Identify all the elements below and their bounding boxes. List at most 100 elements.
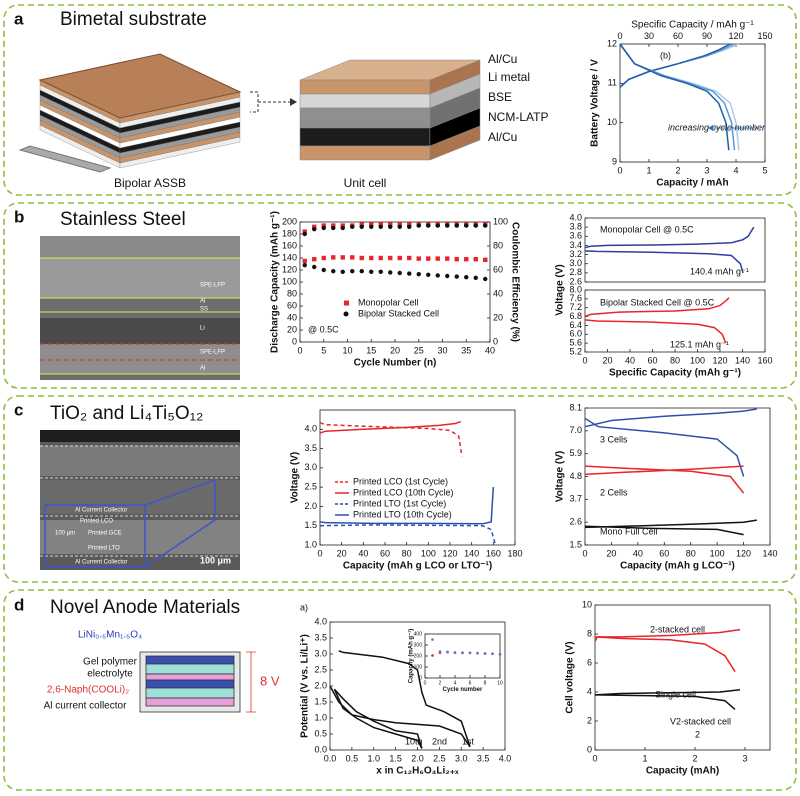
top-tick-label: 30 bbox=[644, 31, 654, 41]
data-point bbox=[435, 256, 440, 261]
data-point bbox=[464, 223, 469, 228]
layer bbox=[299, 127, 431, 147]
bottom-tick-label: 140 bbox=[735, 355, 750, 365]
data-point bbox=[397, 270, 402, 276]
bottom-tick-label: 4 bbox=[733, 165, 738, 175]
data-point bbox=[445, 223, 450, 228]
panel-title: Novel Anode Materials bbox=[50, 597, 240, 618]
data-point bbox=[464, 257, 469, 262]
left-tick-label: 3.4 bbox=[569, 240, 582, 250]
cell-diagram bbox=[139, 651, 256, 713]
data-point bbox=[359, 255, 364, 261]
data-line bbox=[584, 297, 730, 318]
bottom-tick-label: 1 bbox=[646, 165, 651, 175]
left-tick-label: 7.6 bbox=[569, 293, 582, 303]
data-line bbox=[594, 636, 736, 673]
data-point bbox=[438, 650, 442, 653]
chart: 0 100 200 300 400 0 2 4 6 8 10 Cycle number Capacity… bbox=[408, 629, 503, 693]
bottom-tick-label: 100 bbox=[421, 548, 436, 558]
left-tick-label: 3.6 bbox=[569, 231, 582, 241]
bottom-tick-label: 30 bbox=[437, 345, 447, 355]
data-point bbox=[331, 223, 336, 228]
data-line bbox=[319, 421, 463, 457]
data-point bbox=[397, 222, 402, 227]
bottom-tick-label: 4.0 bbox=[499, 753, 512, 763]
data-line bbox=[584, 226, 755, 249]
sem-label: SS bbox=[200, 307, 208, 313]
bottom-tick-label: 20 bbox=[390, 345, 400, 355]
chart: 1.5 2.6 3.7 4.8 5.9 7.0 8.1 0 20 40 60 80 100 120 140 C… bbox=[554, 402, 777, 571]
chart: 1.0 1.5 2.0 2.5 3.0 3.5 4.0 0 20 40 60 80 100 120 140 1… bbox=[289, 409, 523, 571]
bottom-tick-label: 40 bbox=[485, 345, 495, 355]
bottom-tick-label: 25 bbox=[414, 345, 424, 355]
cell-layer bbox=[145, 663, 235, 675]
left-tick-label: 6.4 bbox=[569, 320, 582, 330]
left-tick-label: 2.8 bbox=[569, 267, 582, 277]
bottom-tick-label: 10 bbox=[342, 345, 352, 355]
sem-image bbox=[40, 236, 240, 380]
data-point bbox=[431, 638, 434, 641]
caption: Unit cell bbox=[344, 176, 387, 190]
layer bbox=[299, 145, 431, 161]
data-point bbox=[331, 255, 336, 260]
cell-layer bbox=[145, 679, 235, 689]
data-point bbox=[350, 269, 355, 274]
right-tick-label: 20 bbox=[493, 312, 503, 322]
bottom-tick-label: 4 bbox=[454, 680, 457, 686]
sem-label: Li bbox=[200, 326, 205, 332]
left-tick-label: 4.8 bbox=[569, 471, 582, 481]
data-point bbox=[491, 652, 494, 655]
left-tick-label: 1.0 bbox=[304, 539, 317, 549]
data-point bbox=[369, 224, 374, 229]
bottom-tick-label: 20 bbox=[606, 548, 616, 558]
data-point bbox=[483, 223, 488, 228]
annotation: Bipolar Stacked Cell @ 0.5C bbox=[600, 297, 715, 307]
bottom-tick-label: 0 bbox=[424, 680, 427, 686]
layer bbox=[299, 93, 431, 109]
bottom-tick-label: 3.0 bbox=[455, 753, 468, 763]
annotation: Single cell bbox=[655, 689, 696, 699]
plot-frame bbox=[584, 217, 766, 283]
data-point bbox=[416, 223, 421, 228]
bottom-tick-label: 40 bbox=[358, 548, 368, 558]
data-point bbox=[302, 263, 307, 268]
data-line bbox=[619, 43, 730, 151]
sem-label: Printed LCO bbox=[80, 519, 113, 525]
legend-label: Printed LTO (10th Cycle) bbox=[353, 509, 452, 519]
x-axis-label: Capacity (mAh g LCO or LTO⁻¹) bbox=[343, 560, 492, 571]
bottom-tick-label: 0.5 bbox=[346, 753, 359, 763]
diagram-label: Al current collector bbox=[44, 701, 127, 712]
data-point bbox=[378, 269, 383, 274]
y2-axis-label: Coulombic Efficiency (%) bbox=[510, 222, 521, 342]
bottom-tick-label: 3 bbox=[704, 165, 709, 175]
annotation: 140.4 mAh g⁻¹ bbox=[690, 266, 749, 276]
layer-label: NCM-LATP bbox=[488, 110, 548, 124]
data-line bbox=[594, 689, 741, 696]
data-point bbox=[483, 276, 488, 282]
panel-label: c bbox=[14, 400, 23, 419]
left-tick-label: 5.9 bbox=[569, 448, 582, 458]
top-tick-label: 120 bbox=[728, 31, 743, 41]
sem-label: Printed GCE bbox=[88, 531, 122, 537]
layer-label: Li metal bbox=[488, 70, 530, 84]
data-point bbox=[454, 223, 459, 228]
data-point bbox=[359, 224, 364, 229]
bottom-tick-label: 120 bbox=[442, 548, 457, 558]
bottom-tick-label: 140 bbox=[762, 548, 777, 558]
stack-top bbox=[38, 53, 242, 119]
data-point bbox=[388, 270, 393, 275]
y-axis-label: Voltage (V) bbox=[554, 451, 565, 502]
layer-label: Al/Cu bbox=[488, 52, 517, 66]
left-tick-label: 2.0 bbox=[314, 680, 327, 690]
data-point bbox=[483, 652, 487, 655]
chart: 2.62.83.03.23.43.63.84.0 Voltage (V) Monop… bbox=[555, 212, 766, 316]
data-point bbox=[312, 257, 317, 262]
bottom-tick-label: 10 bbox=[497, 680, 503, 686]
left-tick-label: 4.0 bbox=[314, 616, 327, 626]
data-point bbox=[407, 255, 412, 261]
layer-label: Al/Cu bbox=[488, 130, 517, 144]
bottom-tick-label: 140 bbox=[464, 548, 479, 558]
left-tick-label: 3.7 bbox=[569, 494, 582, 504]
bottom-tick-label: 2.0 bbox=[411, 753, 424, 763]
